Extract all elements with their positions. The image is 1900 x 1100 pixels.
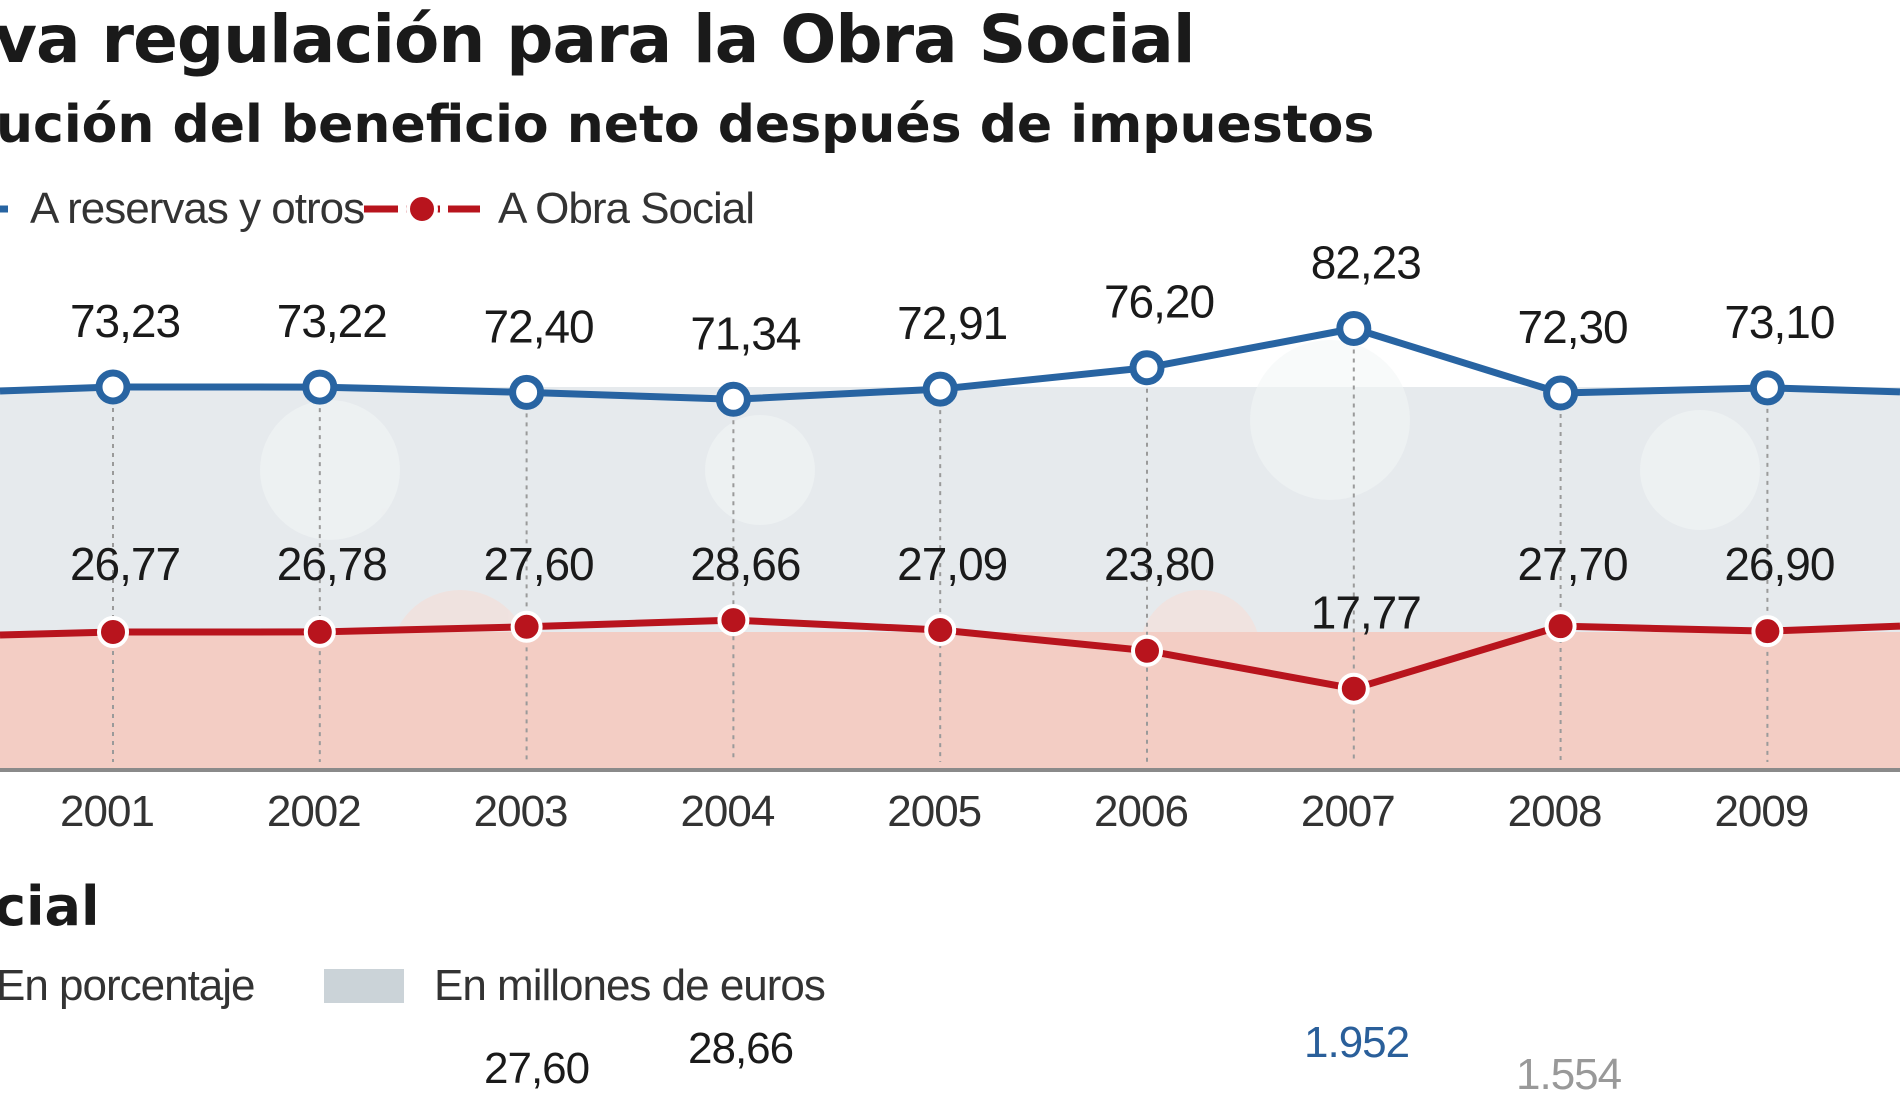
point-obra-2003: [510, 610, 543, 643]
obra-social-area: [0, 632, 1900, 770]
section2-value-eur-2007: 1.952: [1304, 1018, 1410, 1067]
x-tick-2008: 2008: [1508, 787, 1602, 836]
label-reserves-2009: 73,10: [1724, 296, 1834, 348]
point-reserves-2009: [1749, 370, 1785, 406]
watermark-shape: [1640, 410, 1760, 530]
section2-value-eur-2008: 1.554: [1516, 1050, 1622, 1099]
label-obra-2008: 27,70: [1518, 538, 1628, 590]
legend-item-obra: A Obra Social: [362, 182, 755, 236]
legend-line-reserves-icon: [0, 205, 8, 213]
point-reserves-2004: [715, 381, 751, 417]
section2-value-pct-2004: 28,66: [688, 1024, 794, 1073]
point-obra-2001: [97, 616, 129, 648]
label-obra-2007: 17,77: [1311, 587, 1421, 639]
section2-value-pct-2003: 27,60: [484, 1044, 590, 1093]
point-reserves-2002: [302, 369, 338, 405]
label-reserves-2003: 72,40: [484, 300, 594, 352]
point-obra-2006: [1131, 634, 1163, 667]
label-reserves-2006: 76,20: [1104, 276, 1214, 328]
legend-item-reserves: A reservas y otros: [0, 182, 365, 236]
x-tick-2005: 2005: [887, 787, 981, 836]
legend2-euros-label: En millones de euros: [434, 961, 826, 1010]
point-reserves-2005: [922, 371, 958, 407]
point-reserves-2008: [1543, 375, 1579, 411]
label-reserves-2004: 71,34: [690, 307, 801, 359]
line-chart: 73,23 26,77 73,22 26,78 72,40 27,60 71,34 28,66…: [0, 237, 1900, 836]
legend2-euros: En millones de euros: [324, 958, 826, 1014]
point-obra-2002: [303, 615, 336, 648]
point-obra-2004: [717, 604, 750, 637]
legend-label-reserves: A reservas y otros: [30, 184, 365, 233]
label-obra-2002: 26,78: [277, 538, 387, 590]
label-reserves-2007: 82,23: [1311, 237, 1421, 289]
label-obra-2003: 27,60: [484, 538, 594, 590]
x-tick-2003: 2003: [474, 787, 568, 836]
legend2-percent-label: En porcentaje: [0, 961, 256, 1010]
label-reserves-2008: 72,30: [1518, 301, 1628, 353]
point-reserves-2003: [509, 374, 545, 410]
x-tick-2009: 2009: [1714, 787, 1808, 836]
label-obra-2001: 26,77: [70, 538, 180, 590]
point-obra-2007: [1337, 672, 1370, 705]
legend2-percent: En porcentaje: [0, 958, 256, 1014]
x-tick-2002: 2002: [267, 787, 361, 836]
label-obra-2005: 27,09: [897, 538, 1007, 590]
label-reserves-2001: 73,23: [70, 295, 180, 347]
x-tick-2004: 2004: [680, 787, 774, 836]
point-obra-2005: [924, 613, 957, 646]
point-reserves-2006: [1129, 350, 1165, 386]
watermark-shape: [705, 415, 815, 525]
label-reserves-2005: 72,91: [897, 297, 1007, 349]
label-obra-2006: 23,80: [1104, 538, 1214, 590]
x-tick-2001: 2001: [60, 787, 154, 836]
label-obra-2004: 28,66: [690, 538, 800, 590]
point-reserves-2007: [1336, 311, 1372, 346]
x-tick-2007: 2007: [1301, 787, 1395, 836]
point-obra-2008: [1544, 610, 1577, 643]
legend-label-obra: A Obra Social: [498, 184, 755, 233]
chart-title: va regulación para la Obra Social: [0, 1, 1195, 78]
euros-swatch-icon: [324, 969, 404, 1003]
watermark-shape: [260, 400, 400, 540]
point-reserves-2001: [95, 369, 131, 405]
chart-subtitle: ución del beneficio neto después de impu…: [0, 95, 1375, 155]
point-obra-2009: [1751, 615, 1784, 648]
watermark-shape: [1250, 340, 1410, 500]
x-tick-2006: 2006: [1094, 787, 1188, 836]
legend-line-obra-icon: [364, 193, 480, 225]
section2-title: cial: [0, 875, 100, 938]
label-obra-2009: 26,90: [1724, 538, 1834, 590]
label-reserves-2002: 73,22: [277, 295, 387, 347]
